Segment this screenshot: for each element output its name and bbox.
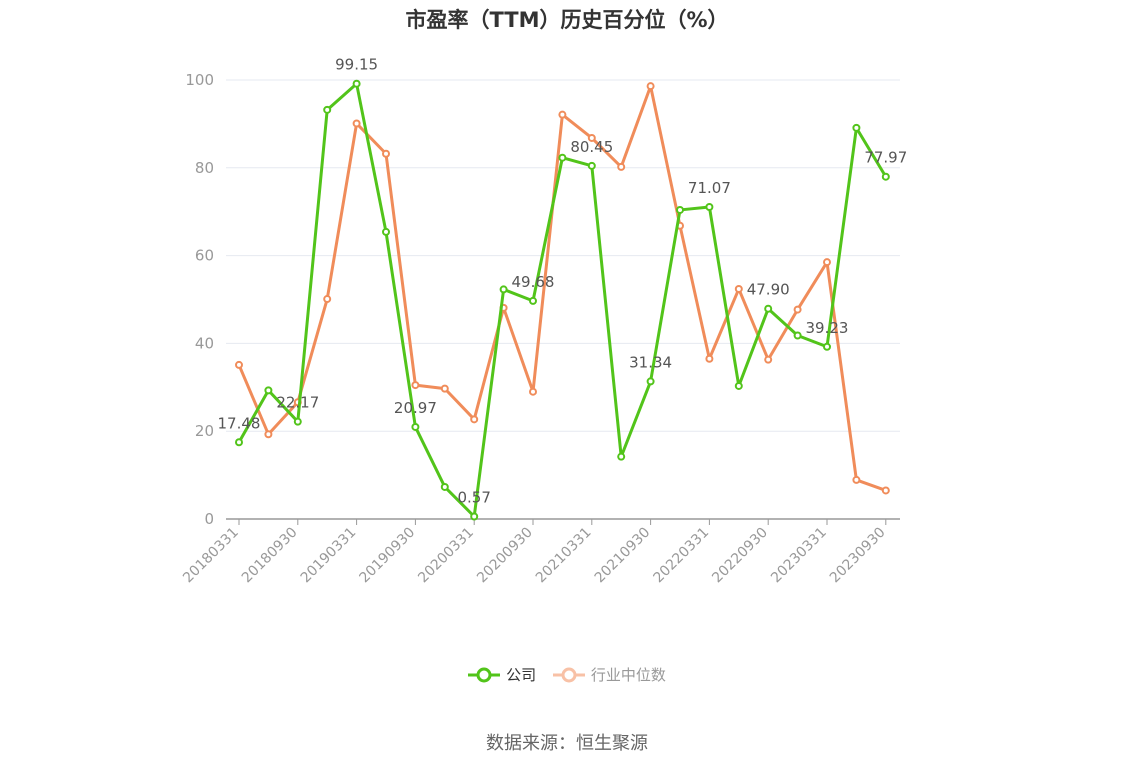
data-labels: 17.48 22.17 99.15 20.97 0.57 49.68 80.45 31.34 7… [218,56,908,507]
grid-lines [226,79,900,432]
x-tick-label: 20200930 [474,525,536,587]
legend-company-marker [468,667,501,682]
industry-point [470,415,479,424]
company-data-label: 31.34 [629,353,672,371]
industry-point [823,258,831,267]
y-tick-label: 20 [195,422,214,440]
company-point [352,79,361,88]
industry-point [881,486,890,495]
x-tick-label: 20230930 [827,525,889,587]
company-series-line [237,82,888,518]
company-data-label: 71.07 [688,179,731,197]
industry-point [558,110,567,119]
line-chart: 0 20 40 60 80 100 201803312018093020190331201… [180,56,908,587]
company-data-label: 0.57 [457,488,490,506]
industry-point [440,384,449,393]
x-axis: 2018033120180930201903312019093020200331… [180,518,900,587]
industry-point [382,149,390,158]
company-data-label: 99.15 [335,56,378,74]
industry-point [705,354,714,363]
legend-company-label: 公司 [506,666,537,684]
x-tick-label: 20210331 [533,525,595,587]
industry-point [793,305,802,314]
company-point [764,304,773,313]
company-point [470,512,479,521]
company-data-label: 49.68 [512,273,555,291]
company-point [529,296,537,305]
industry-point [617,162,626,171]
legend-item-industry[interactable]: 行业中位数 [552,664,666,685]
company-point [587,161,596,170]
company-point [558,153,567,162]
y-tick-label: 80 [195,159,214,177]
industry-point [646,82,655,91]
x-tick-label: 20220930 [709,525,771,587]
company-data-label: 22.17 [276,394,319,412]
company-point [440,482,449,491]
x-tick-label: 20190331 [298,525,360,587]
company-point [293,417,302,426]
company-point [235,438,243,447]
series-group [235,79,890,521]
company-point [411,422,420,431]
industry-point [323,295,332,304]
x-tick-label: 20220331 [651,525,713,587]
legend-item-company[interactable]: 公司 [468,664,536,685]
industry-point [529,387,537,396]
company-data-label: 77.97 [864,149,907,167]
company-point [852,123,861,132]
legend: 公司 行业中位数 [0,664,1134,687]
company-point [323,105,332,114]
x-tick-label: 20190930 [357,525,419,587]
y-tick-label: 0 [204,510,214,528]
company-point [382,227,390,236]
legend-industry-marker [552,667,585,682]
industry-point [734,284,743,293]
company-point [881,172,890,181]
x-tick-label: 20180331 [180,525,242,587]
industry-point [587,133,596,142]
source-note: 数据来源：恒生聚源 [486,733,648,754]
company-data-label: 20.97 [394,399,437,417]
company-point [705,203,714,212]
industry-point [764,355,773,364]
industry-point [264,430,273,439]
company-point [734,381,743,390]
y-tick-label: 40 [195,334,214,352]
industry-point [852,475,861,484]
company-data-label: 17.48 [218,414,261,432]
company-data-label: 39.23 [806,319,849,337]
x-tick-label: 20210930 [592,525,654,587]
x-tick-label: 20200331 [415,525,477,587]
y-axis-ticks: 0 20 40 60 80 100 [185,71,214,528]
company-point [617,452,626,461]
industry-point [411,381,420,390]
x-tick-label: 20230331 [768,525,830,587]
company-point [499,285,508,294]
company-point [264,386,273,395]
chart-title: 市盈率（TTM）历史百分位（%） [405,8,729,32]
company-point [646,377,655,386]
industry-point [352,119,361,128]
y-tick-label: 60 [195,247,214,265]
company-data-label: 80.45 [570,138,613,156]
company-point [823,342,831,351]
x-tick-label: 20180930 [239,525,301,587]
legend-industry-label: 行业中位数 [590,666,666,684]
y-tick-label: 100 [185,71,214,89]
company-point [676,205,684,214]
company-data-label: 47.90 [747,281,790,299]
industry-point [235,360,243,369]
company-point [793,331,802,340]
